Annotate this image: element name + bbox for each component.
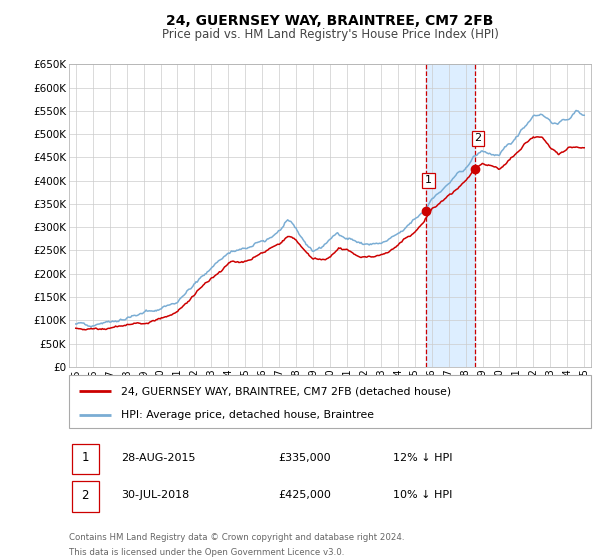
Text: 1: 1	[82, 451, 89, 464]
Text: HPI: Average price, detached house, Braintree: HPI: Average price, detached house, Brai…	[121, 409, 374, 419]
Text: Price paid vs. HM Land Registry's House Price Index (HPI): Price paid vs. HM Land Registry's House …	[161, 28, 499, 41]
FancyBboxPatch shape	[71, 444, 99, 474]
FancyBboxPatch shape	[71, 482, 99, 511]
Text: 12% ↓ HPI: 12% ↓ HPI	[392, 453, 452, 463]
Text: £335,000: £335,000	[278, 453, 331, 463]
Text: 24, GUERNSEY WAY, BRAINTREE, CM7 2FB: 24, GUERNSEY WAY, BRAINTREE, CM7 2FB	[166, 14, 494, 28]
Text: 10% ↓ HPI: 10% ↓ HPI	[392, 490, 452, 500]
Bar	[426, 64, 475, 367]
Text: 24, GUERNSEY WAY, BRAINTREE, CM7 2FB (detached house): 24, GUERNSEY WAY, BRAINTREE, CM7 2FB (de…	[121, 386, 451, 396]
Text: This data is licensed under the Open Government Licence v3.0.: This data is licensed under the Open Gov…	[69, 548, 344, 557]
Text: Contains HM Land Registry data © Crown copyright and database right 2024.: Contains HM Land Registry data © Crown c…	[69, 533, 404, 542]
Text: 28-AUG-2015: 28-AUG-2015	[121, 453, 196, 463]
Text: £425,000: £425,000	[278, 490, 331, 500]
FancyBboxPatch shape	[69, 375, 591, 428]
Text: 1: 1	[425, 175, 432, 185]
Text: 30-JUL-2018: 30-JUL-2018	[121, 490, 190, 500]
Text: 2: 2	[82, 489, 89, 502]
Text: 2: 2	[475, 133, 482, 143]
